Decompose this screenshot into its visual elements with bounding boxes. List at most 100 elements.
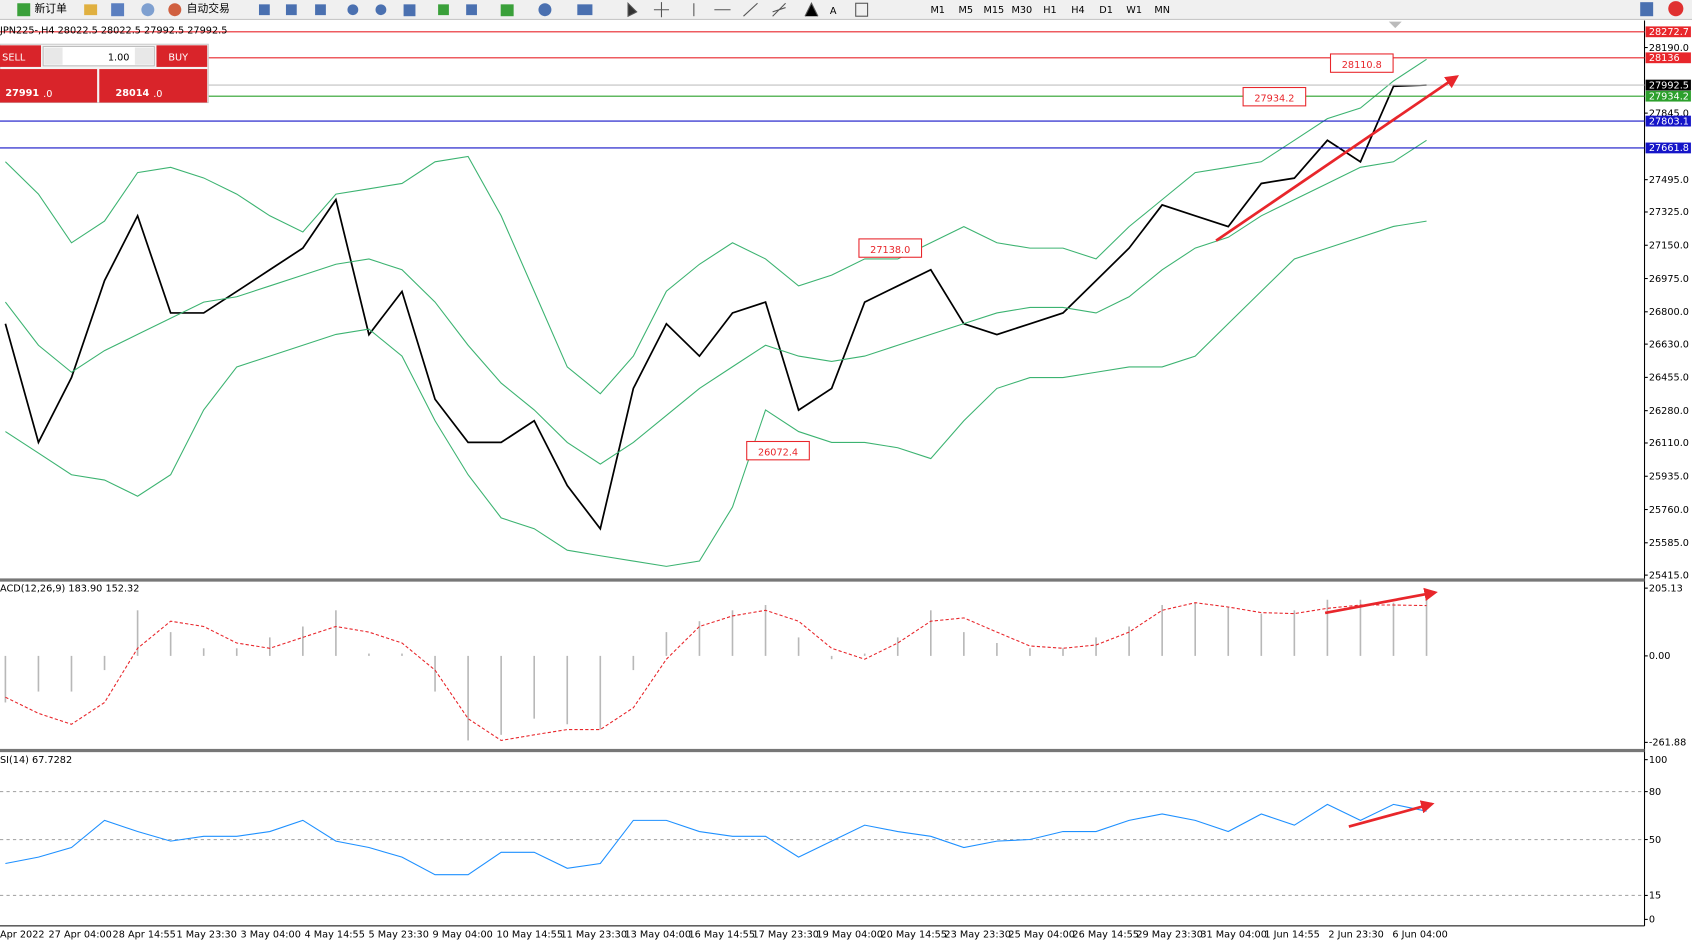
price-tag-label: 27803.1	[1649, 116, 1689, 127]
fibo[interactable]	[804, 2, 819, 17]
x-tick-label: 10 May 14:55	[496, 930, 563, 941]
timeframe-button[interactable]: M15	[983, 5, 1004, 16]
volume-input[interactable]	[42, 45, 155, 67]
trend-arrow	[1215, 75, 1459, 242]
y-tick-label: 25760.0	[1649, 505, 1689, 516]
volume-down[interactable]	[44, 47, 63, 65]
toolbar-icons	[258, 3, 593, 17]
timeframe-button[interactable]: MN	[1154, 5, 1170, 16]
crosshair[interactable]	[653, 2, 670, 18]
price-tag	[1645, 90, 1691, 102]
volume-value[interactable]: 1.00	[108, 52, 130, 63]
volume-up[interactable]	[134, 47, 154, 65]
y-tick-label: 26455.0	[1649, 373, 1689, 384]
x-tick-label: 4 May 14:55	[305, 930, 365, 941]
notifications[interactable]	[1668, 1, 1684, 17]
cursor[interactable]	[627, 1, 638, 18]
x-tick-label: 6 Jun 04:00	[1392, 930, 1447, 941]
label-tool[interactable]	[855, 2, 869, 17]
auto-trade-button[interactable]: 自动交易	[187, 2, 230, 15]
price-tag-label: 27661.8	[1649, 143, 1689, 154]
y-tick-label: 27325.0	[1649, 207, 1689, 218]
toolbar-icon[interactable]	[111, 3, 125, 17]
timeframe-button[interactable]: M5	[959, 5, 974, 16]
zoom-in[interactable]	[347, 4, 359, 16]
timeframe-button[interactable]: H1	[1043, 5, 1056, 16]
sell-button[interactable]	[0, 45, 42, 67]
series-line	[5, 220, 1427, 567]
search[interactable]	[1640, 2, 1654, 17]
price-tag	[1645, 26, 1691, 38]
x-tick-label: 3 May 04:00	[241, 930, 301, 941]
timeframe-button[interactable]: H4	[1071, 5, 1084, 16]
x-tick-label: 31 May 04:00	[1200, 930, 1267, 941]
x-tick-label: 20 May 14:55	[880, 930, 947, 941]
y-tick-label: 27495.0	[1649, 175, 1689, 186]
templates[interactable]	[577, 4, 593, 16]
periods[interactable]	[538, 3, 552, 17]
trend-arrow	[1348, 800, 1435, 828]
shift-marker	[1388, 21, 1402, 29]
tool-icon[interactable]	[258, 4, 270, 16]
tile[interactable]	[403, 4, 416, 17]
y-tick-label: 26630.0	[1649, 339, 1689, 350]
price-tag-label: 27934.2	[1649, 91, 1689, 102]
draw-tools	[627, 1, 869, 18]
tool-icon[interactable]	[466, 4, 477, 16]
y-tick-label: 27845.0	[1649, 108, 1689, 119]
y-tick-label: 27150.0	[1649, 240, 1689, 251]
series-line	[4, 139, 1427, 465]
toolbar	[0, 0, 1692, 20]
trendline[interactable]	[743, 2, 758, 17]
tool-icon[interactable]	[285, 4, 297, 16]
price-tag	[1645, 79, 1691, 91]
y-tick-label: 26975.0	[1649, 274, 1689, 285]
x-tick-label: 13 May 04:00	[624, 930, 691, 941]
bid-price[interactable]: 27991	[5, 88, 39, 99]
macd-title: ACD(12,26,9) 183.90 152.32	[0, 583, 139, 594]
y-tick-label: 25415.0	[1649, 570, 1689, 581]
new-order-icon[interactable]	[17, 3, 31, 17]
indicators[interactable]	[500, 4, 514, 17]
price-annotation-box	[1329, 53, 1394, 73]
channel[interactable]	[772, 2, 786, 17]
ask-price[interactable]: 28014	[115, 88, 149, 99]
price-tag-label: 28136	[1649, 53, 1680, 64]
x-tick-label: 29 May 23:30	[1136, 930, 1203, 941]
buy-label[interactable]: BUY	[168, 52, 188, 63]
toolbar-icon[interactable]	[84, 4, 98, 16]
bid-fraction[interactable]: .0	[43, 89, 52, 100]
toolbar-icon[interactable]	[141, 3, 155, 17]
panel-separator	[0, 578, 1645, 582]
timeframe-button[interactable]: D1	[1099, 5, 1113, 16]
timeframes: M1 M5 M15 M30 H1 H4 D1 W1 MN	[930, 5, 1170, 16]
new-order-button[interactable]: 新订单	[35, 2, 68, 15]
panel-separator	[0, 748, 1645, 753]
x-tick-label: Apr 2022	[0, 930, 45, 941]
x-tick-label: 5 May 23:30	[369, 930, 429, 941]
price-annotation-box	[858, 238, 923, 258]
y-tick-label: 28190.0	[1649, 43, 1689, 54]
y-tick-label: 26800.0	[1649, 307, 1689, 318]
chart-area	[0, 20, 1692, 941]
auto-trade-icon[interactable]	[168, 3, 182, 17]
timeframe-button[interactable]: M1	[930, 5, 945, 16]
y-tick-label: 0	[1649, 915, 1655, 926]
sell-label[interactable]: SELL	[2, 52, 26, 63]
x-tick-label: 16 May 14:55	[688, 930, 755, 941]
timeframe-button[interactable]: M30	[1012, 5, 1033, 16]
buy-button[interactable]	[156, 45, 208, 67]
tool-icon[interactable]	[315, 4, 326, 16]
price-annotation: 28110.8	[1342, 60, 1382, 71]
timeframe-button[interactable]: W1	[1126, 5, 1142, 16]
x-tick-label: 9 May 04:00	[432, 930, 492, 941]
tool-icon[interactable]	[438, 4, 449, 16]
ask-fraction[interactable]: .0	[153, 89, 162, 100]
trend-arrow	[1324, 587, 1438, 615]
bid-box[interactable]	[0, 69, 98, 103]
ask-box[interactable]	[99, 69, 208, 103]
y-tick-label: 100	[1649, 755, 1668, 766]
arrows	[1215, 75, 1459, 828]
zoom-out[interactable]	[375, 4, 387, 16]
text-tool[interactable]: A	[830, 6, 837, 17]
